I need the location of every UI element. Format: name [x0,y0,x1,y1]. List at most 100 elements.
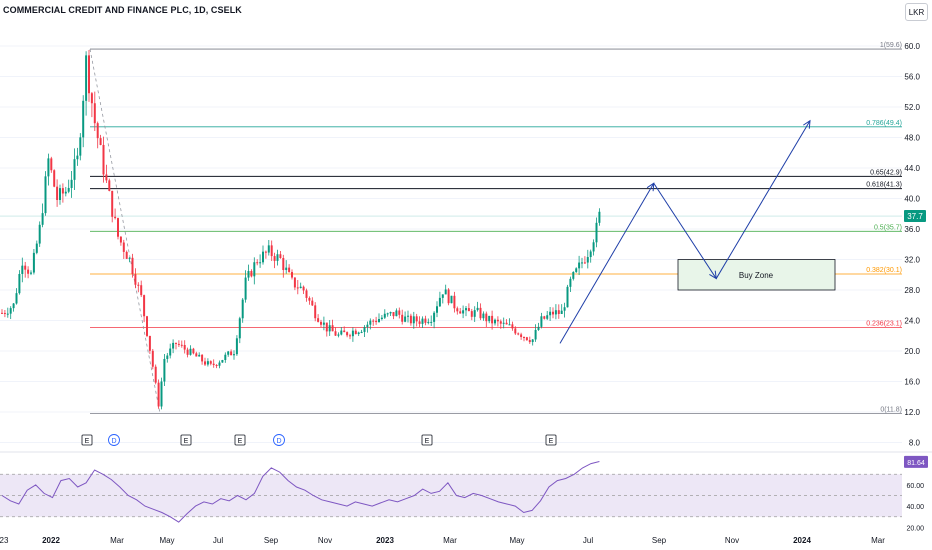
candle [282,257,285,271]
event-label: E [85,438,90,445]
candle [102,144,105,175]
rsi-value-label: 81.64 [907,460,925,467]
fib-label: 0.65(42.9) [870,169,902,176]
candle [166,355,169,359]
candle [114,216,117,219]
candle [514,328,517,334]
candle [537,326,540,330]
candle [523,337,525,339]
event-label: D [111,438,116,445]
candle [436,306,438,313]
candle [511,324,514,329]
candle [372,320,375,322]
candle [241,299,244,319]
candle [528,340,531,343]
candle [395,310,398,317]
x-tick-label: Jul [213,536,223,545]
candle [96,123,99,139]
candle [572,271,575,279]
candle [560,310,563,314]
candle [53,170,56,187]
y-axis: 60.0 56.0 52.0 48.0 44.0 40.0 36.0 32.0 28.0 24.0… [904,42,920,448]
y-tick-label: 60.0 [904,42,920,51]
candle [412,316,415,324]
candle [337,334,340,336]
candle [424,318,427,323]
candle [540,316,543,327]
candle [59,188,61,200]
candle [595,222,598,243]
candle [502,322,505,324]
candle [183,344,186,350]
candle [32,252,35,273]
candle [264,251,267,253]
candle [235,338,238,355]
candle [444,289,447,295]
candle [525,337,528,341]
last-price-badge [904,210,926,223]
event-label: E [238,438,243,445]
rsi-tick-label: 20.00 [906,525,924,532]
candle [128,257,131,259]
event-label: E [425,438,430,445]
candle [291,272,293,278]
chart-grid [0,45,902,443]
candle [61,188,64,194]
event-label: E [184,438,189,445]
candle [398,310,401,315]
earnings-event-icon [81,434,93,446]
candle [409,315,412,324]
candle [447,289,450,304]
candle [386,313,389,315]
candle [378,319,380,323]
candle [366,324,369,328]
candle [299,286,302,289]
candle [50,158,53,171]
candle [177,343,180,345]
candle [221,359,224,363]
candle [415,316,418,322]
buy-zone-box [677,259,836,291]
candle [88,55,90,94]
candle [273,256,276,261]
candle [317,318,320,322]
y-tick-label: 16.0 [904,378,920,387]
candle [238,318,241,339]
candle [552,311,554,315]
candle [180,344,183,346]
currency-button[interactable]: LKR [905,3,928,21]
rsi-tick-label: 60.00 [906,483,924,490]
candle [233,354,235,356]
candle [285,267,288,271]
candle [421,318,424,324]
candle [473,310,476,317]
candle [256,262,259,264]
candle [288,267,291,273]
candle [546,315,549,319]
fib-label: 0.382(30.1) [866,267,902,274]
candle [30,272,32,274]
candle [496,319,499,322]
candle [125,251,128,259]
candle [151,350,154,367]
candle [578,262,581,269]
fib-levels: 1(59.6) 0.786(49.4) 0.65(42.9) 0.618(41.3) 0… [0,42,902,414]
candle [566,286,569,308]
rsi-tick-label: 40.00 [906,504,924,511]
x-tick-label: 2022 [42,536,60,545]
fib-trend-line [89,48,161,414]
x-tick-label: Sep [264,536,279,545]
candle [117,218,119,237]
x-tick-label: 2024 [793,536,811,545]
candle [3,312,6,314]
candle [169,348,172,356]
candle [363,327,366,332]
candle [105,174,108,181]
x-tick-label: 23 [0,536,9,545]
candle [404,316,407,322]
candle [354,330,357,335]
candle [212,363,215,365]
candle [459,311,462,314]
candle [499,321,502,324]
